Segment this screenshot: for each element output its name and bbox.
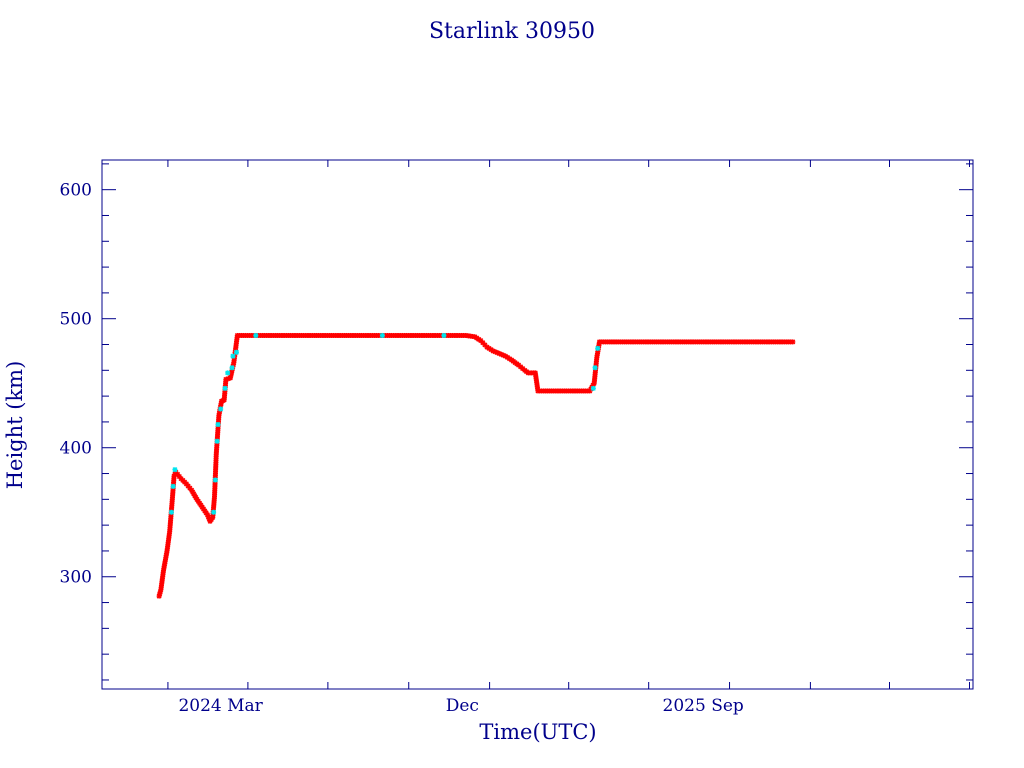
data-point [172, 467, 178, 473]
data-point [225, 370, 231, 376]
data-points [156, 332, 796, 599]
data-point [496, 351, 502, 357]
x-tick-label: 2024 Mar [178, 696, 263, 716]
data-point [214, 438, 220, 444]
chart-title: Starlink 30950 [429, 19, 595, 44]
data-point [170, 483, 176, 489]
data-point [230, 353, 236, 359]
plot-frame [101, 159, 974, 690]
data-point [168, 509, 174, 515]
x-axis-label: Time(UTC) [479, 720, 596, 744]
axis-ticks: 300 400 500 600 2024 Mar Dec 2025 Sep [60, 160, 973, 716]
data-point [441, 332, 447, 338]
data-point [379, 332, 385, 338]
data-point [218, 406, 224, 412]
data-point [211, 509, 217, 515]
data-point [233, 349, 239, 355]
data-point [222, 385, 228, 391]
y-tick-label: 400 [60, 439, 92, 459]
y-tick-label: 300 [60, 568, 92, 588]
y-axis-label: Height (km) [3, 361, 27, 490]
data-point [212, 477, 218, 483]
data-point [215, 422, 221, 427]
x-tick-label: Dec [446, 696, 479, 716]
data-point [595, 345, 601, 351]
y-tick-label: 600 [60, 181, 92, 201]
data-point [253, 332, 259, 338]
y-tick-label: 500 [60, 310, 92, 330]
data-point [590, 385, 596, 391]
data-point [592, 365, 598, 371]
data-point [229, 365, 235, 371]
data-point [790, 339, 796, 345]
x-tick-label: 2025 Sep [663, 696, 744, 716]
